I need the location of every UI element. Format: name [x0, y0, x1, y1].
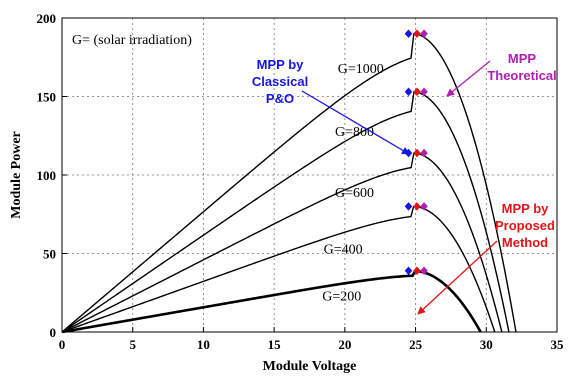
x-tick-label: 5 [129, 337, 136, 352]
mpp-marker [413, 87, 421, 97]
mpp-marker [404, 29, 413, 39]
series-label: G=1000 [338, 62, 384, 77]
mpp-marker [413, 202, 421, 211]
power-curve [61, 205, 496, 333]
annotation-arrow [417, 240, 498, 315]
power-curve [61, 91, 510, 333]
mpp-marker [413, 266, 421, 276]
power-curve [61, 152, 503, 333]
power-curve [61, 269, 482, 334]
irradiation-note: G= (solar irradiation) [72, 33, 192, 48]
annotation-arrow [301, 90, 410, 155]
y-tick-label: 150 [37, 90, 57, 105]
mpp-annotation: MPP by Proposed Method [495, 201, 555, 250]
mpp-marker [404, 87, 413, 97]
mpp-marker [404, 266, 413, 276]
y-tick-label: 50 [43, 247, 56, 262]
x-axis-title: Module Voltage [263, 359, 357, 374]
annotations: MPP by Classical P&O MPP Theoretical MPP by Pr… [252, 51, 557, 315]
x-tick-label: 15 [268, 337, 282, 352]
y-axis-title: Module Power [9, 131, 24, 218]
x-tick-label: 35 [551, 337, 565, 352]
series-labels: G=1000 G=800 G=600 G=400 G=200 [322, 62, 384, 305]
series-label: G=600 [335, 186, 374, 201]
x-tick-label: 25 [409, 337, 423, 352]
grid [62, 18, 557, 332]
power-curve [61, 32, 517, 333]
mpp-marker [420, 202, 428, 211]
mpp-markers [404, 29, 428, 276]
mpp-marker [420, 266, 428, 276]
mpp-marker [420, 87, 428, 97]
mpp-annotation: MPP by Classical P&O [252, 57, 308, 106]
mpp-marker [420, 148, 428, 158]
power-curves [61, 32, 517, 334]
y-tick-label: 0 [50, 325, 57, 340]
mpp-marker [404, 202, 413, 211]
x-tick-label: 30 [480, 337, 493, 352]
axis-ticks: 0 5 10 15 20 25 30 35 0 50 100 150 200 [37, 11, 565, 352]
series-label: G=800 [335, 125, 374, 140]
mpp-annotation: MPP Theoretical [487, 51, 556, 83]
annotation-arrow [446, 60, 491, 97]
y-tick-label: 200 [37, 11, 57, 26]
series-label: G=400 [324, 243, 363, 258]
y-tick-label: 100 [37, 168, 57, 183]
x-tick-label: 20 [338, 337, 351, 352]
series-label: G=200 [322, 290, 361, 305]
x-tick-label: 10 [197, 337, 210, 352]
mpp-marker [420, 29, 428, 39]
mpp-marker [413, 29, 421, 39]
x-tick-label: 0 [59, 337, 66, 352]
mpp-marker [413, 148, 421, 158]
